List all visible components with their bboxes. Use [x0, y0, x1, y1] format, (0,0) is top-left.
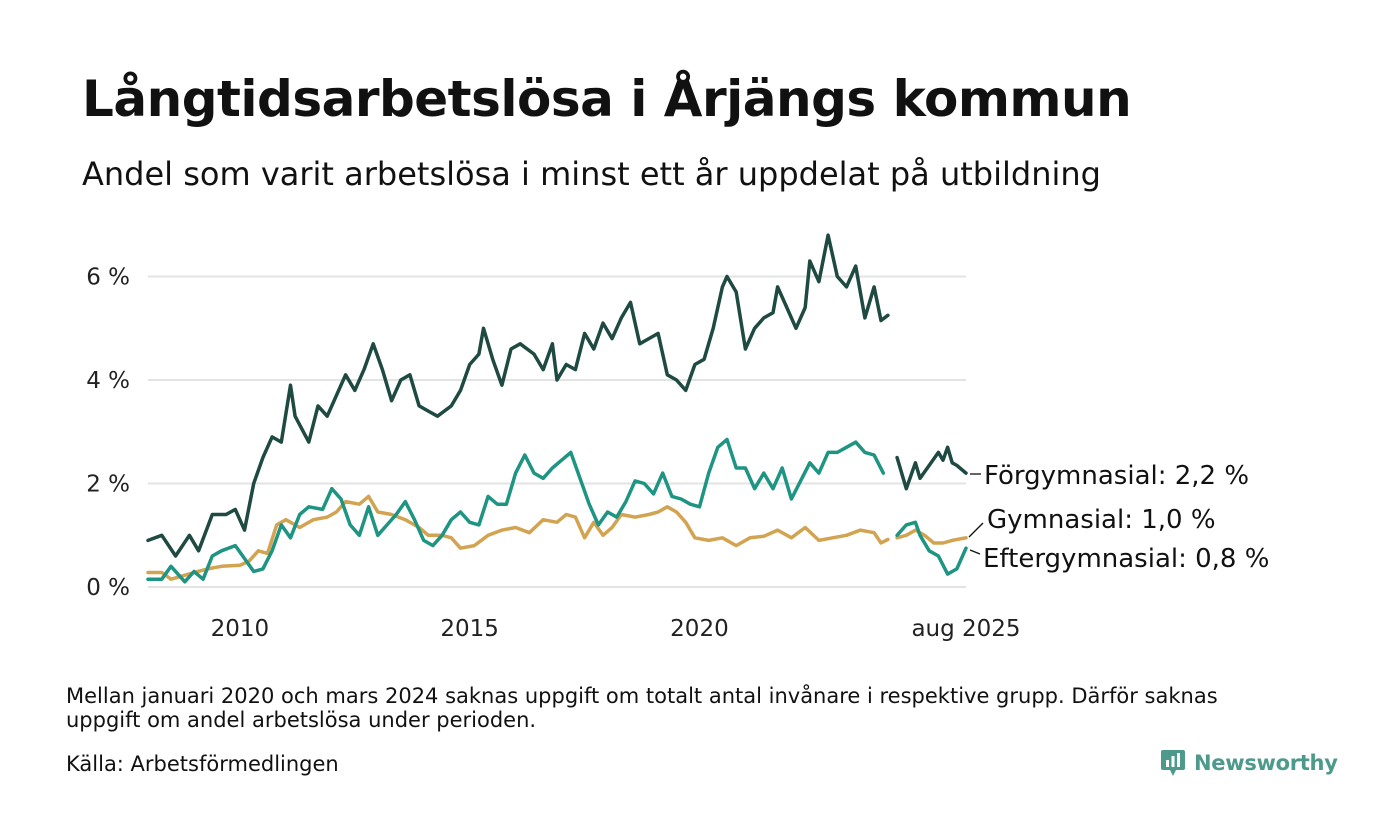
end-label-leader [969, 549, 981, 555]
x-tick-label: 2015 [440, 616, 499, 642]
source-text: Källa: Arbetsförmedlingen [66, 752, 339, 776]
x-tick-label: 2010 [211, 616, 270, 642]
y-tick-label: 4 % [86, 368, 130, 394]
end-label-eftergymnasial: Eftergymnasial: 0,8 % [983, 544, 1269, 574]
series-line-forgymnasial-segment-2 [895, 445, 968, 491]
series-lines [146, 233, 968, 584]
end-label-leader [968, 522, 984, 538]
y-axis-ticks: 0 % 2 % 4 % 6 % [86, 265, 130, 602]
x-tick-label: 2020 [670, 616, 729, 642]
newsworthy-logo-icon [1161, 750, 1185, 776]
footnote: Mellan januari 2020 och mars 2024 saknas… [66, 684, 1218, 732]
chart-title: Långtidsarbetslösa i Årjängs kommun [82, 70, 1132, 128]
series-line-gymnasial-segment-1 [146, 437, 886, 584]
series-line-forgymnasial-segment-1 [146, 233, 890, 558]
end-labels: Förgymnasial: 2,2 % Gymnasial: 1,0 % Efter… [968, 461, 1269, 574]
y-tick-label: 0 % [86, 575, 130, 601]
x-tick-label: aug 2025 [911, 616, 1020, 642]
line-chart: 0 % 2 % 4 % 6 % 2010 2015 2020 aug 2025 Förgym… [86, 233, 1269, 642]
chart-subtitle: Andel som varit arbetslösa i minst ett å… [82, 155, 1101, 193]
series-line-gymnasial-segment-2 [895, 520, 968, 576]
series-line-eftergymnasial-segment-1 [146, 494, 890, 581]
end-label-forgymnasial: Förgymnasial: 2,2 % [984, 461, 1249, 491]
series-line-eftergymnasial-segment-2 [895, 528, 968, 545]
y-tick-label: 2 % [86, 472, 130, 498]
brand-logo: Newsworthy [1160, 748, 1338, 778]
end-label-gymnasial: Gymnasial: 1,0 % [987, 505, 1216, 535]
brand-name: Newsworthy [1194, 751, 1338, 775]
y-tick-label: 6 % [86, 265, 130, 291]
x-axis-ticks: 2010 2015 2020 aug 2025 [211, 616, 1021, 642]
